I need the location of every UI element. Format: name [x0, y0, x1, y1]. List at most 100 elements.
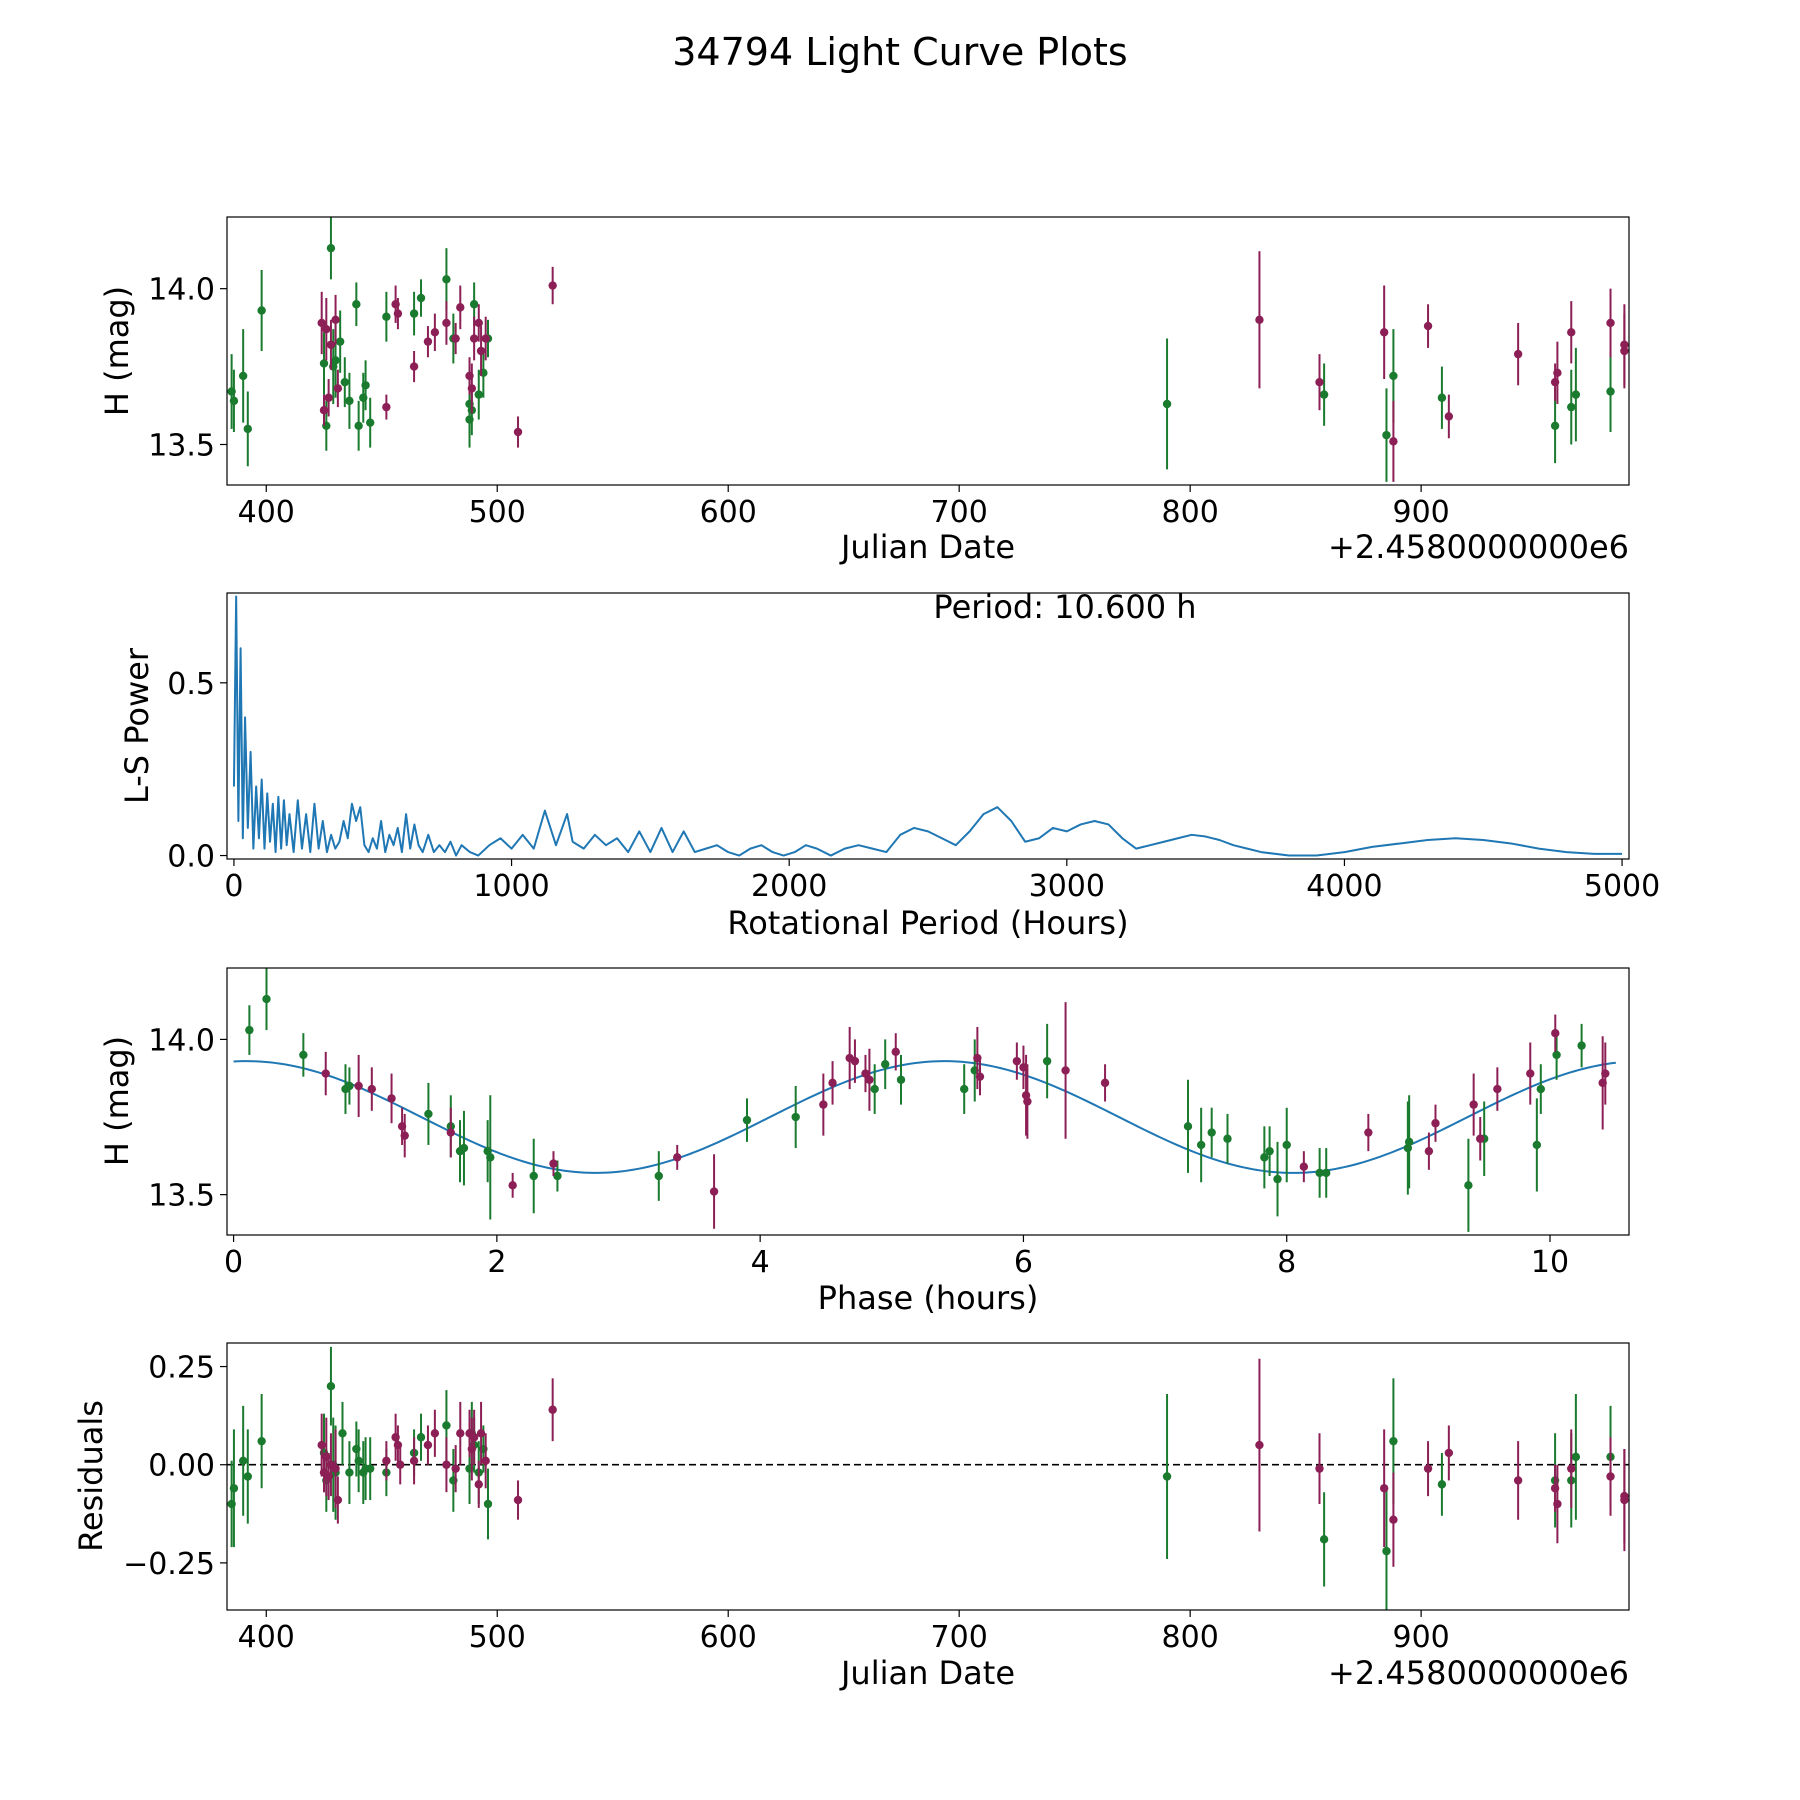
- period-annotation: Period: 10.600 h: [933, 588, 1196, 626]
- data-point: [382, 1456, 391, 1465]
- data-point: [238, 1456, 248, 1465]
- data-point: [317, 1440, 326, 1450]
- data-point: [1513, 1476, 1523, 1485]
- data-point: [891, 1047, 900, 1057]
- data-point: [423, 337, 433, 346]
- plot-frame: [226, 967, 1630, 1236]
- data-point: [423, 1440, 433, 1450]
- data-point: [1273, 1174, 1282, 1184]
- data-point: [476, 346, 486, 356]
- y-tick-label: 13.5: [148, 1179, 215, 1214]
- data-point: [1379, 1484, 1389, 1493]
- data-point: [257, 1436, 266, 1446]
- x-axis-label: Julian Date: [839, 1654, 1015, 1692]
- data-point: [354, 421, 363, 430]
- data-point: [326, 243, 336, 253]
- data-point: [483, 1499, 493, 1509]
- data-point: [229, 396, 239, 406]
- data-point: [409, 362, 419, 371]
- data-point: [474, 1480, 483, 1489]
- y-tick-label: 14.0: [148, 273, 215, 308]
- data-point: [654, 1171, 663, 1181]
- x-tick-label: 1000: [473, 869, 549, 904]
- data-point: [1536, 1084, 1545, 1094]
- plot-frame: [226, 592, 1630, 860]
- data-point: [456, 303, 465, 312]
- data-point: [1437, 1480, 1447, 1489]
- data-point: [333, 384, 343, 393]
- x-axis-label: Julian Date: [839, 528, 1015, 566]
- data-point: [1389, 1515, 1398, 1524]
- data-point: [486, 1153, 495, 1162]
- data-point: [1389, 371, 1398, 381]
- x-tick-label: 6: [1014, 1245, 1033, 1280]
- data-point: [1183, 1122, 1193, 1131]
- data-point: [1437, 393, 1447, 402]
- data-point: [333, 1495, 343, 1505]
- data-point: [442, 318, 451, 328]
- data-point: [1567, 402, 1576, 412]
- x-tick-label: 8: [1277, 1245, 1296, 1280]
- data-point: [1552, 1050, 1561, 1060]
- phase-folded-light-curve-panel: 0 2 4 6 8 10 13.5 14.0 H (mag) Phase (hours): [98, 967, 1630, 1317]
- data-point: [262, 994, 271, 1004]
- x-tick-label: 600: [700, 495, 757, 530]
- data-point: [1571, 390, 1581, 399]
- y-tick-label: 14.0: [148, 1023, 215, 1058]
- data-point: [1389, 437, 1398, 446]
- data-point: [481, 1456, 490, 1465]
- data-point: [870, 1084, 879, 1094]
- data-point: [338, 1429, 347, 1438]
- data-point: [1606, 387, 1615, 396]
- data-point: [366, 418, 375, 427]
- data-point: [322, 324, 331, 334]
- data-point: [387, 1094, 396, 1103]
- data-point: [975, 1072, 985, 1081]
- data-point: [1423, 321, 1433, 331]
- data-point: [469, 1433, 479, 1442]
- data-point: [1620, 1495, 1629, 1505]
- x-tick-label: 700: [931, 1620, 988, 1655]
- data-point: [446, 1128, 455, 1137]
- data-point: [345, 396, 354, 406]
- data-point: [474, 390, 483, 399]
- x-axis-label: Rotational Period (Hours): [727, 904, 1128, 942]
- data-point: [1571, 1452, 1581, 1462]
- data-point: [469, 300, 479, 309]
- data-point: [382, 312, 391, 321]
- y-tick-label: 13.5: [148, 428, 215, 463]
- data-point: [400, 1131, 409, 1140]
- y-tick-label: 0.00: [148, 1449, 215, 1484]
- data-point: [481, 334, 490, 343]
- data-point: [896, 1075, 906, 1084]
- data-point: [529, 1171, 538, 1181]
- data-point: [424, 1109, 433, 1119]
- data-point: [366, 1464, 375, 1473]
- x-tick-label: 4000: [1306, 869, 1382, 904]
- y-axis-label: H (mag): [98, 1036, 136, 1166]
- x-tick-label: 2: [487, 1245, 506, 1280]
- data-point: [459, 1143, 469, 1153]
- data-point: [331, 1464, 340, 1473]
- data-point: [442, 1460, 451, 1469]
- data-point: [476, 1429, 486, 1438]
- data-point: [442, 275, 451, 284]
- periodogram-panel: 0 1000 2000 3000 4000 5000 0.0 0.5 Period: 10.6…: [118, 588, 1660, 942]
- data-point: [1282, 1140, 1291, 1150]
- data-point: [513, 427, 523, 437]
- data-point: [430, 1429, 440, 1438]
- power-spectrum-line: [232, 595, 1623, 857]
- y-tick-label: 0.5: [167, 667, 215, 702]
- data-point: [467, 384, 477, 393]
- x-offset-text: +2.4580000000e6: [1328, 528, 1629, 566]
- data-point: [442, 1421, 451, 1430]
- data-point: [548, 1405, 557, 1414]
- data-point: [709, 1187, 719, 1196]
- data-point: [1389, 1436, 1398, 1446]
- data-point: [508, 1181, 517, 1190]
- data-point: [354, 1081, 363, 1091]
- data-point: [1577, 1041, 1586, 1050]
- data-point: [861, 1069, 870, 1078]
- data-point: [229, 1484, 239, 1493]
